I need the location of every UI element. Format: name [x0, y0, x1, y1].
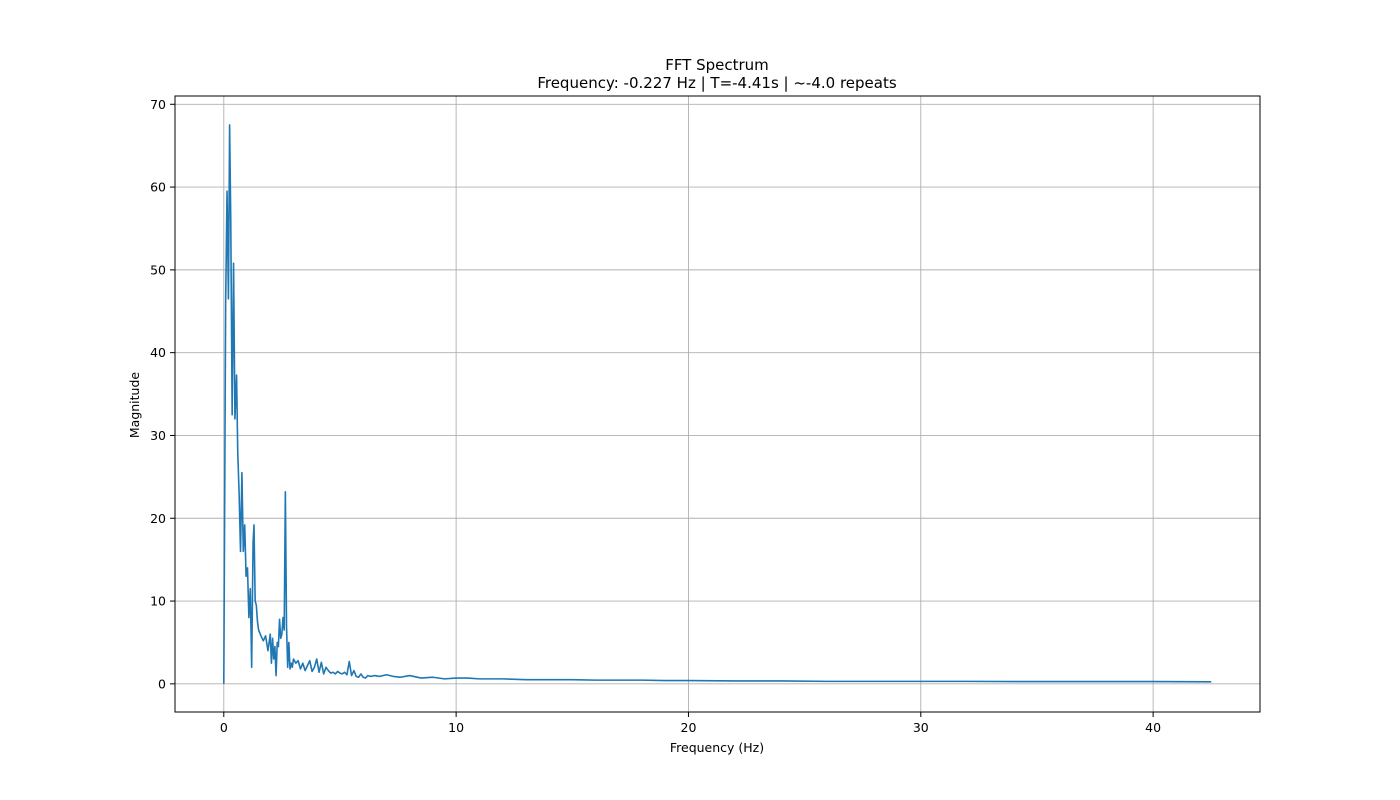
- y-axis-label: Magnitude: [127, 372, 142, 439]
- grid: [175, 96, 1260, 712]
- y-tick-label: 40: [150, 345, 166, 360]
- y-tick-label: 50: [150, 262, 166, 277]
- series-layer: [222, 124, 1212, 684]
- plot-frame: [174, 95, 1261, 713]
- chart-subtitle: Frequency: -0.227 Hz | T=-4.41s | ~-4.0 …: [537, 74, 897, 92]
- x-tick-label: 20: [681, 720, 697, 735]
- x-tick-label: 30: [913, 720, 929, 735]
- x-axis-label: Frequency (Hz): [670, 740, 764, 755]
- x-axis-ticks: 0 10 20 30 40: [220, 712, 1161, 735]
- x-tick-label: 40: [1145, 720, 1161, 735]
- chart-title: FFT Spectrum: [665, 56, 769, 74]
- y-tick-label: 60: [150, 180, 166, 195]
- y-tick-label: 0: [158, 676, 166, 691]
- y-tick-label: 10: [150, 594, 166, 609]
- y-tick-label: 70: [150, 97, 166, 112]
- x-tick-label: 0: [220, 720, 228, 735]
- y-tick-label: 20: [150, 511, 166, 526]
- spectrum-line: [222, 124, 1212, 684]
- y-tick-label: 30: [150, 428, 166, 443]
- y-axis-ticks: 0 10 20 30 40 50 60 70: [150, 97, 175, 691]
- x-tick-label: 10: [448, 720, 464, 735]
